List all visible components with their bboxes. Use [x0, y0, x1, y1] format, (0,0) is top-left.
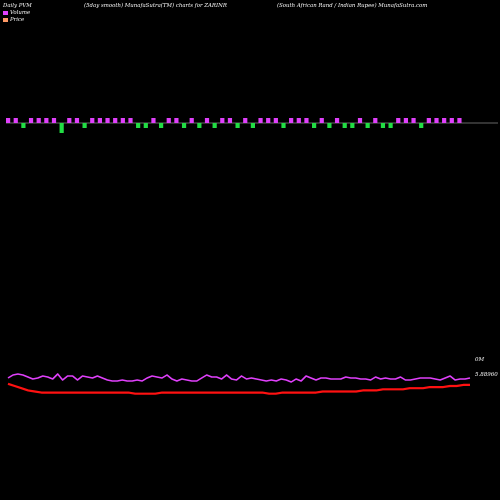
volume-bar	[21, 123, 26, 128]
volume-bar	[281, 123, 286, 128]
volume-bar	[334, 118, 340, 123]
volume-bar	[396, 118, 401, 123]
volume-bar	[342, 123, 347, 128]
volume-bar	[289, 118, 294, 123]
volume-line	[7, 373, 471, 383]
volume-bar	[250, 123, 255, 128]
volume-bar	[120, 118, 125, 123]
volume-bar	[97, 118, 102, 123]
volume-bar	[304, 118, 309, 123]
volume-bar	[51, 118, 57, 123]
volume-bar	[457, 118, 462, 123]
volume-bar	[380, 123, 386, 128]
volume-bar	[212, 123, 217, 128]
volume-bar	[67, 118, 72, 123]
volume-bar	[136, 123, 141, 128]
volume-bar	[327, 123, 332, 128]
volume-bar	[357, 118, 363, 123]
volume-bar	[59, 123, 64, 133]
chart-header-right: (South African Rand / Indian Rupee) Muna…	[277, 3, 428, 9]
volume-bar	[105, 118, 110, 123]
volume-bar	[434, 118, 439, 123]
volume-bar	[74, 118, 80, 123]
legend-volume-label: Volume	[10, 10, 31, 16]
volume-bar	[419, 123, 424, 128]
volume-bar	[13, 118, 18, 123]
volume-bar	[189, 118, 194, 123]
legend-volume-swatch	[3, 10, 8, 15]
volume-bar	[243, 118, 248, 123]
chart-header-center: (5day smooth) MunafaSutra(TM) charts for…	[84, 3, 227, 9]
legend-price-swatch	[3, 17, 8, 22]
volume-bar	[350, 123, 355, 128]
volume-bar	[82, 123, 87, 128]
volume-bar	[90, 118, 95, 123]
volume-bar	[266, 118, 271, 123]
volume-bar	[174, 118, 179, 123]
volume-bar	[319, 118, 324, 123]
volume-bar	[373, 118, 378, 123]
volume-bar	[442, 118, 447, 123]
volume-bar	[197, 123, 202, 128]
volume-bar	[6, 118, 11, 123]
volume-bar	[151, 118, 156, 123]
volume-bar	[449, 118, 454, 123]
volume-bar	[113, 118, 118, 123]
volume-bar	[220, 118, 225, 123]
volume-bar	[365, 123, 370, 128]
volume-bar	[296, 118, 301, 123]
volume-bar	[36, 118, 41, 123]
volume-bar	[159, 123, 164, 128]
volume-bar	[411, 118, 416, 123]
legend-price-label: Price	[10, 17, 25, 23]
volume-bar	[273, 118, 278, 123]
volume-bar	[128, 118, 133, 123]
volume-bar	[166, 118, 171, 123]
volume-bar	[235, 123, 240, 128]
volume-bar	[312, 123, 317, 128]
legend-volume: Volume	[3, 10, 30, 16]
volume-bar	[44, 118, 49, 123]
price-line	[7, 382, 470, 395]
volume-bar	[28, 118, 34, 123]
volume-bar	[388, 123, 393, 128]
price-value-label: 5.88960	[475, 372, 498, 378]
volume-bar	[143, 123, 148, 128]
volume-bar	[426, 118, 431, 123]
volume-bar	[258, 118, 263, 123]
volume-value-label: 0M	[475, 357, 484, 363]
volume-bar	[403, 118, 408, 123]
volume-bar	[204, 118, 210, 123]
chart-header-left: Daily PVM	[3, 3, 32, 9]
legend-price: Price	[3, 17, 24, 23]
volume-bar	[227, 118, 233, 123]
volume-bar	[181, 123, 187, 128]
